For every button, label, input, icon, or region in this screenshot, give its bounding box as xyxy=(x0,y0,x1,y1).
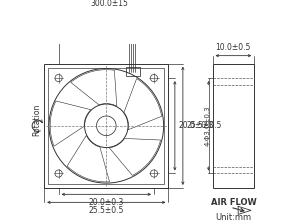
Text: 20.0±0.3: 20.0±0.3 xyxy=(178,121,213,130)
Text: 20.0±0.3: 20.0±0.3 xyxy=(88,198,124,207)
Bar xyxy=(125,67,140,76)
Text: 25.5±0.5: 25.5±0.5 xyxy=(88,206,124,215)
Bar xyxy=(212,64,254,188)
Text: Rotation: Rotation xyxy=(32,103,41,136)
Text: 300.0±15: 300.0±15 xyxy=(91,0,128,8)
Bar xyxy=(44,64,168,188)
Text: 25.5±0.5: 25.5±0.5 xyxy=(186,121,221,130)
Text: Unit:mm: Unit:mm xyxy=(215,213,251,222)
Bar xyxy=(48,68,164,184)
Text: 4-Φ3.0±0.3: 4-Φ3.0±0.3 xyxy=(205,106,211,146)
Text: AIR FLOW: AIR FLOW xyxy=(211,198,256,207)
Text: 10.0±0.5: 10.0±0.5 xyxy=(216,43,251,52)
